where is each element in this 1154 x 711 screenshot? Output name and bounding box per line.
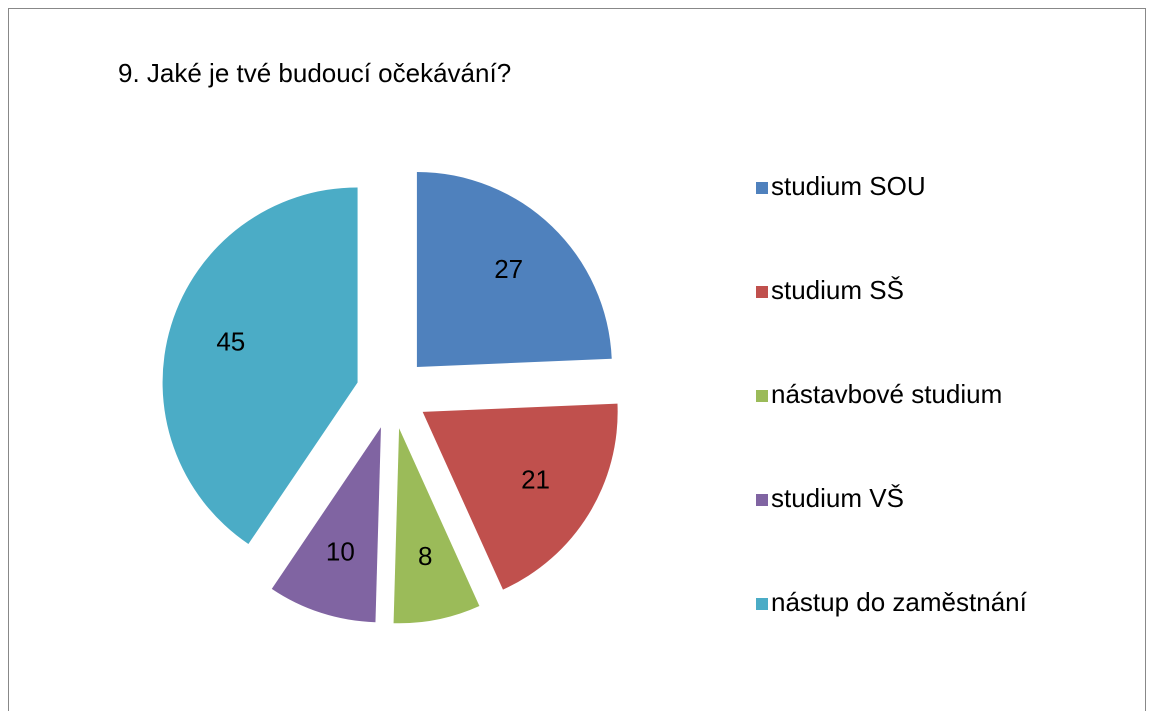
legend-label: nástup do zaměstnání — [771, 587, 1028, 617]
legend-swatch — [756, 494, 768, 506]
chart-title: 9. Jaké je tvé budoucí očekávání? — [118, 58, 511, 88]
legend-swatch — [756, 286, 768, 298]
chart-border — [8, 8, 1146, 711]
data-label: 21 — [521, 464, 550, 494]
pie-slice — [271, 427, 381, 623]
data-label: 27 — [494, 254, 523, 284]
legend-label: studium VŠ — [771, 483, 904, 513]
pie-slice — [393, 428, 480, 624]
pie-slice — [416, 172, 612, 368]
legend-label: studium SOU — [771, 171, 926, 201]
legend-label: studium SŠ — [771, 275, 904, 305]
pie-slice — [422, 403, 618, 590]
legend-swatch — [756, 182, 768, 194]
data-label: 45 — [216, 327, 245, 357]
data-label: 8 — [418, 541, 432, 571]
data-label: 10 — [326, 536, 355, 566]
legend-swatch — [756, 598, 768, 610]
pie-slice — [162, 187, 358, 545]
legend-swatch — [756, 390, 768, 402]
legend-label: nástavbové studium — [771, 379, 1002, 409]
